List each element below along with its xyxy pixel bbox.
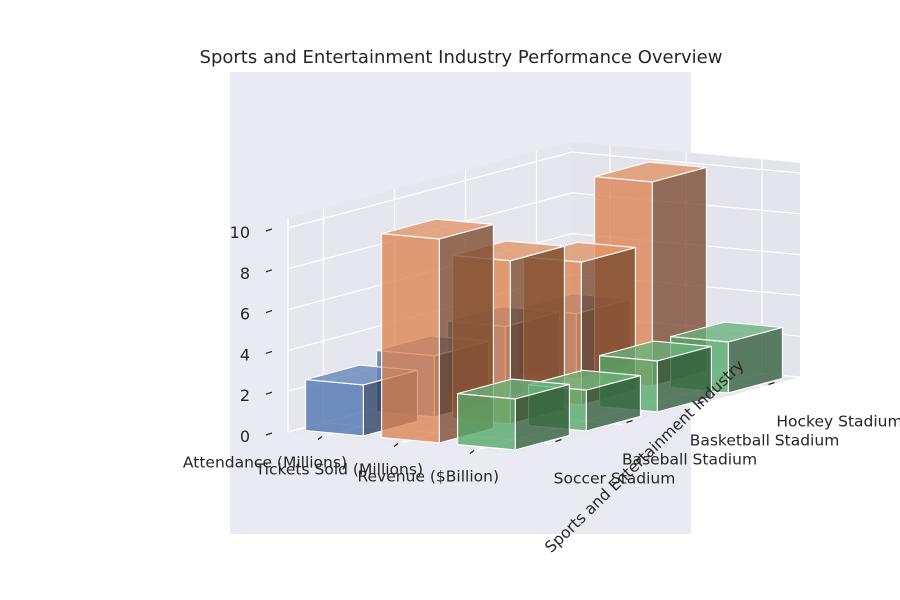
bar-front-face [381, 233, 440, 444]
z-tick-label: 4 [240, 345, 250, 364]
y-tick-mark [626, 419, 633, 424]
z-tick-label: 6 [240, 305, 250, 324]
bar-top-face [594, 161, 707, 183]
y-tick-label: Baseball Stadium [622, 451, 757, 469]
x-tick-label: Revenue ($Billion) [357, 468, 499, 486]
bar-top-face [670, 321, 783, 343]
bar-front-face [305, 379, 364, 437]
z-tick-label: 0 [240, 427, 250, 446]
bar-top-face [457, 378, 570, 400]
y-tick-label: Hockey Stadium [776, 413, 900, 431]
z-tick-label: 2 [240, 386, 250, 405]
z-tick-mark [265, 391, 273, 395]
z-tick-mark [265, 432, 273, 436]
x-tick-mark [317, 436, 323, 440]
x-tick-label: Attendance (Millions) [183, 454, 347, 472]
x-tick-label: Tickets Sold (Millions) [255, 461, 423, 479]
z-tick-mark [265, 228, 273, 232]
grid-line-z [287, 151, 801, 229]
z-tick-mark [265, 310, 273, 314]
tick-labels: 0 2 4 6 8 10 Attendance (Millions)Tickets Sold… [183, 223, 900, 488]
chart-title: Sports and Entertainment Industry Perfor… [200, 47, 723, 68]
bars [305, 161, 783, 451]
x-tick-mark [393, 443, 399, 447]
x-tick-mark [469, 450, 475, 454]
bar-top-face [381, 218, 494, 240]
y-tick-mark [768, 381, 775, 386]
bar [457, 378, 570, 451]
y-tick-label: Basketball Stadium [690, 432, 840, 450]
z-tick-mark [265, 350, 273, 354]
bar-top-face [599, 340, 712, 362]
y-tick-label: Soccer Stadium [554, 470, 676, 488]
y-tick-mark [555, 438, 562, 443]
z-tick-label: 8 [240, 264, 250, 283]
y-tick-mark [697, 400, 704, 405]
bar [381, 218, 494, 444]
bar-front-face [457, 393, 516, 451]
z-tick-label: 10 [230, 223, 250, 242]
z-tick-mark [265, 269, 273, 273]
